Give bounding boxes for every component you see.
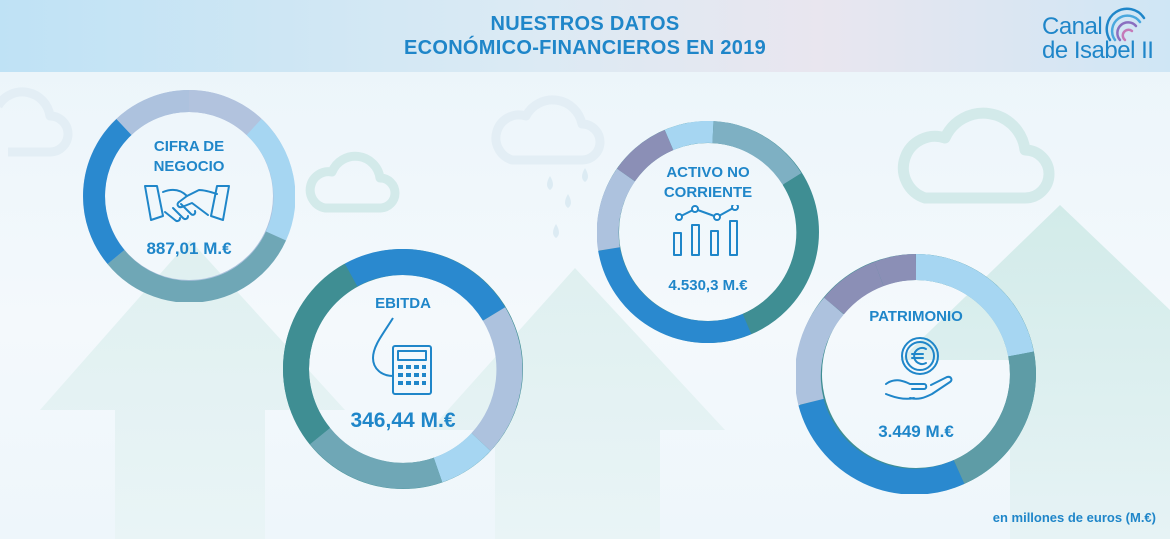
donut-ring <box>597 121 819 343</box>
header-bar <box>0 0 1170 72</box>
title-line-1: NUESTROS DATOS <box>490 13 680 35</box>
logo-arcs-icon <box>1105 7 1146 42</box>
logo-line-1: Canal <box>1042 13 1103 40</box>
water-drop-calculator-icon <box>372 317 432 395</box>
metric-card-ebitda: EBITDA 346,44 M.€ <box>283 249 523 489</box>
donut-ring <box>283 249 523 489</box>
metric-label-line-1: PATRIMONIO <box>869 308 963 325</box>
page-title: NUESTROS DATOS ECONÓMICO-FINANCIEROS EN … <box>335 12 835 60</box>
metric-value: 346,44 M.€ <box>350 409 456 432</box>
cloud-icon <box>491 95 605 165</box>
metric-card-patrimonio: PATRIMONIO 3.449 M.€ <box>796 254 1036 494</box>
cloud-icon <box>305 151 400 213</box>
metric-value: 4.530,3 M.€ <box>668 277 748 294</box>
metric-label-line-1: ACTIVO NO <box>666 164 750 181</box>
metric-card-activo-no-corriente: ACTIVO NO CORRIENTE 4.530,3 M.€ <box>597 121 819 343</box>
cloud-icon <box>897 107 1055 204</box>
cloud-icon <box>0 87 73 157</box>
brand-logo: Canal de Isabel II <box>1038 7 1163 65</box>
arrow-shape-left <box>40 240 345 539</box>
units-footnote: en millones de euros (M.€) <box>992 510 1156 525</box>
donut-ring <box>796 254 1036 494</box>
metric-label-line-1: EBITDA <box>375 295 431 312</box>
donut-ring <box>83 90 295 302</box>
arrow-shape-middle <box>430 268 725 539</box>
logo-line-2: de Isabel II <box>1042 37 1154 64</box>
rain-drops <box>547 168 588 238</box>
handshake-icon <box>144 185 230 223</box>
metric-label-line-2: CORRIENTE <box>663 184 753 201</box>
metric-value: 3.449 M.€ <box>878 422 954 441</box>
metric-card-cifra-de-negocio: CIFRA DE NEGOCIO 887,01 M.€ <box>83 90 295 302</box>
title-line-2: ECONÓMICO-FINANCIEROS EN 2019 <box>403 37 767 59</box>
metric-label-line-1: CIFRA DE <box>153 138 225 155</box>
bar-line-chart-icon <box>673 205 739 256</box>
euro-coin-hand-icon <box>885 337 953 400</box>
metric-label-line-2: NEGOCIO <box>153 158 225 175</box>
metric-value: 887,01 M.€ <box>146 239 232 258</box>
